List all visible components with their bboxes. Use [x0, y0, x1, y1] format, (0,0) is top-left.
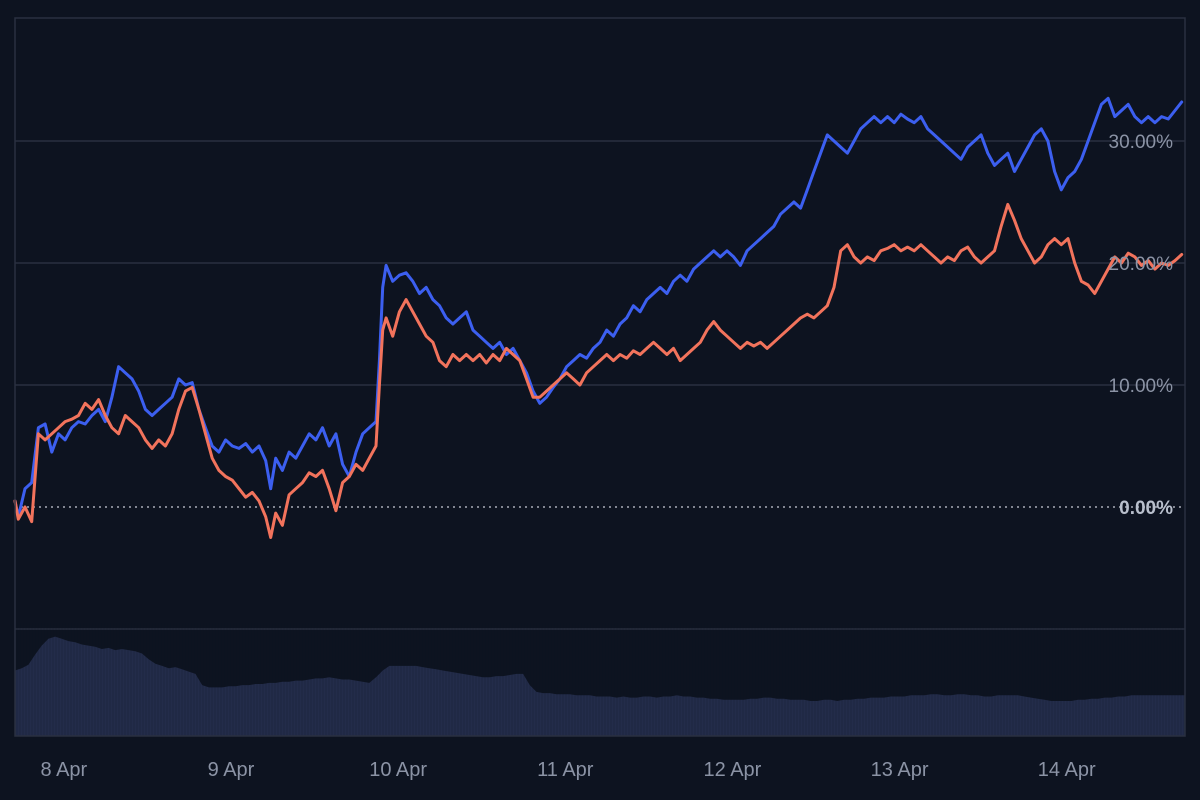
x-tick-label-2: 10 Apr — [369, 759, 427, 781]
x-tick-label-5: 13 Apr — [871, 759, 929, 781]
series-lines — [13, 96, 1184, 539]
x-tick-label-0: 8 Apr — [41, 759, 88, 781]
y-tick-label-1: 10.00% — [1109, 376, 1174, 397]
x-tick-label-3: 11 Apr — [537, 759, 594, 781]
series-line-2 — [13, 202, 1184, 539]
x-axis-labels: 8 Apr 9 Apr 10 Apr 11 Apr 12 Apr 13 Apr 14 Apr — [41, 759, 1096, 781]
y-tick-label-3: 30.00% — [1109, 132, 1174, 153]
grid-lines — [15, 140, 1185, 630]
series-line-1 — [13, 96, 1184, 519]
x-tick-label-1: 9 Apr — [208, 759, 255, 781]
y-tick-label-2: 20.00% — [1109, 254, 1174, 275]
x-tick-label-4: 12 Apr — [704, 759, 762, 781]
plot-frame — [14, 17, 1186, 737]
volume-area — [15, 623, 1185, 736]
y-axis-labels: 0.00% 10.00% 20.00% 30.00% — [1109, 132, 1174, 519]
volume-fill — [15, 636, 1185, 736]
y-tick-label-0: 0.00% — [1119, 498, 1173, 519]
x-tick-label-6: 14 Apr — [1038, 759, 1096, 781]
